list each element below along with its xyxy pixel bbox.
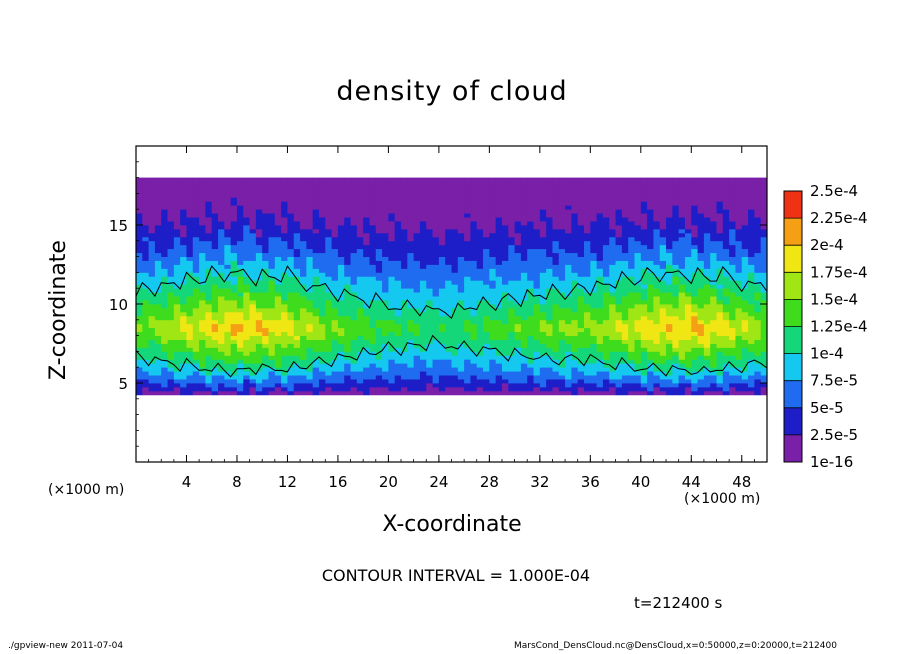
colorbar-label: 1.75e-4: [810, 263, 868, 281]
x-tick-label: 32: [530, 473, 549, 491]
colorbar-label: 1e-4: [810, 345, 844, 363]
colorbar-label: 1.25e-4: [810, 318, 868, 336]
y-axis-label: Z-coordinate: [46, 240, 71, 380]
colorbar-band: [784, 353, 802, 381]
x-tick-label: 36: [581, 473, 600, 491]
footer-right: MarsCond_DensCloud.nc@DensCloud,x=0:5000…: [514, 641, 837, 651]
colorbar-band: [784, 245, 802, 273]
colorbar-label: 2.5e-4: [810, 182, 858, 200]
x-tick-label: 4: [182, 473, 192, 491]
y-tick-label: 5: [118, 375, 128, 393]
x-tick-label: 40: [631, 473, 650, 491]
x-tick-label: 16: [328, 473, 347, 491]
colorbar-label: 2e-4: [810, 236, 844, 254]
contour-layer: [135, 265, 768, 378]
x-unit-label-left: (×1000 m): [48, 482, 125, 498]
colorbar: 1e-16 2.5e-5 5e-5 7.5e-5 1e-4 1.25e-4 1.5e-4 1.…: [783, 182, 868, 471]
colorbar-band: [784, 191, 802, 219]
time-label: t=212400 s: [634, 594, 723, 612]
colorbar-band: [784, 218, 802, 246]
footer-left: ./gpview-new 2011-07-04: [8, 641, 124, 651]
x-tick-label: 12: [278, 473, 297, 491]
x-tick-label: 44: [682, 473, 701, 491]
y-tick-label: 15: [109, 217, 128, 235]
colorbar-label: 7.5e-5: [810, 372, 858, 390]
colorbar-label: 1.5e-4: [810, 290, 858, 308]
contour-interval-note: CONTOUR INTERVAL = 1.000E-04: [321, 566, 591, 585]
colorbar-label: 2.5e-5: [810, 426, 858, 444]
x-unit-label-right: (×1000 m): [684, 491, 761, 507]
chart-title: density of cloud: [336, 76, 568, 107]
colorbar-label: 2.25e-4: [810, 209, 868, 227]
heatmap-layer: [136, 177, 768, 396]
y-tick-label: 10: [109, 296, 128, 314]
contour-line-upper: [135, 265, 768, 320]
colorbar-band: [784, 434, 802, 462]
x-tick-label: 48: [732, 473, 751, 491]
colorbar-band: [784, 272, 802, 300]
colorbar-band: [784, 326, 802, 354]
colorbar-band: [784, 299, 802, 327]
x-axis-label: X-coordinate: [382, 512, 522, 537]
contour-line-lower: [135, 334, 768, 378]
colorbar-band: [784, 407, 802, 435]
x-tick-label: 20: [379, 473, 398, 491]
x-tick-label: 8: [232, 473, 242, 491]
colorbar-label: 5e-5: [810, 399, 844, 417]
x-tick-label: 28: [480, 473, 499, 491]
colorbar-band: [784, 380, 802, 408]
x-tick-label: 24: [429, 473, 448, 491]
colorbar-label: 1e-16: [810, 453, 853, 471]
